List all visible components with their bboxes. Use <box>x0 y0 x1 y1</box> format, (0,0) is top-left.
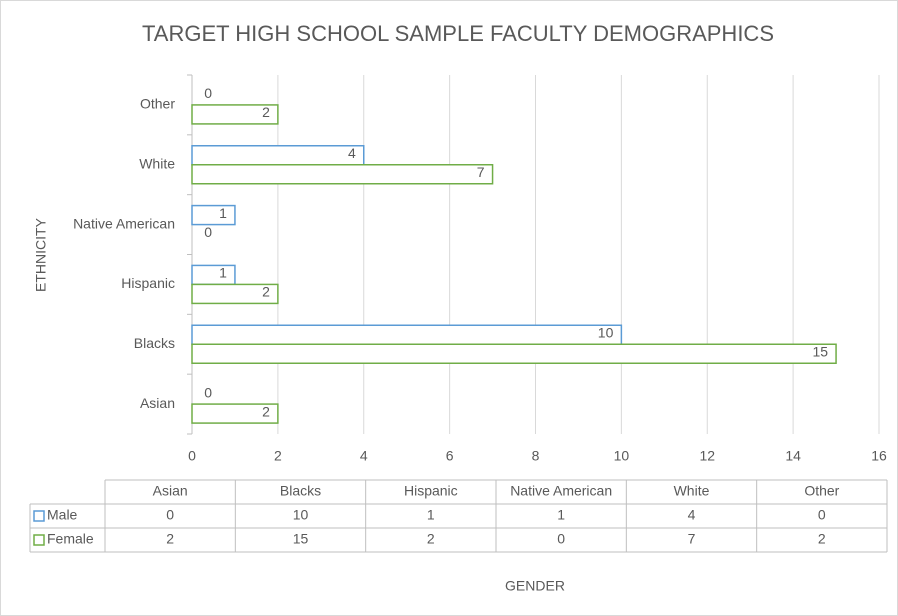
y-tick-label: Native American <box>73 215 175 231</box>
bar <box>191 104 279 125</box>
data-label: 15 <box>812 343 828 359</box>
x-tick-label: 10 <box>614 448 630 464</box>
table-cell: 2 <box>166 531 174 547</box>
legend-swatch <box>33 510 45 522</box>
table-cell: 15 <box>293 531 309 547</box>
legend-swatch <box>33 534 45 546</box>
table-cell: 4 <box>688 507 696 523</box>
x-tick-label: 0 <box>188 448 196 464</box>
y-tick-label: Asian <box>140 395 175 411</box>
bar <box>191 343 837 364</box>
y-tick-label: Hispanic <box>121 275 175 291</box>
x-tick-label: 12 <box>699 448 715 464</box>
data-label: 1 <box>219 265 227 281</box>
table-cell: 1 <box>557 507 565 523</box>
table-header: Other <box>804 483 839 499</box>
x-tick-label: 14 <box>785 448 801 464</box>
data-label: 2 <box>262 284 270 300</box>
table-header: White <box>674 483 710 499</box>
table-cell: 1 <box>427 507 435 523</box>
y-tick-label: White <box>139 155 175 171</box>
y-axis-title: ETHNICITY <box>33 217 49 292</box>
data-label: 7 <box>477 164 485 180</box>
data-label: 2 <box>262 403 270 419</box>
bar <box>191 164 494 185</box>
bar <box>191 145 365 166</box>
table-cell: 10 <box>293 507 309 523</box>
data-label: 0 <box>204 224 212 240</box>
table-cell: 2 <box>427 531 435 547</box>
bar <box>191 204 236 226</box>
table-header: Blacks <box>280 483 321 499</box>
data-label: 0 <box>204 85 212 101</box>
legend-label: Female <box>47 531 94 547</box>
table-header: Asian <box>153 483 188 499</box>
table-header: Native American <box>510 483 612 499</box>
legend-label: Male <box>47 507 78 523</box>
bar <box>191 283 279 305</box>
data-label: 10 <box>598 324 614 340</box>
bar <box>191 264 236 286</box>
x-tick-label: 4 <box>360 448 368 464</box>
data-label: 1 <box>219 205 227 221</box>
x-tick-label: 16 <box>871 448 887 464</box>
x-tick-label: 2 <box>274 448 282 464</box>
chart-title: TARGET HIGH SCHOOL SAMPLE FACULTY DEMOGR… <box>142 21 774 46</box>
y-tick-label: Other <box>140 96 175 112</box>
x-tick-label: 8 <box>532 448 540 464</box>
bar <box>191 403 279 424</box>
table-cell: 2 <box>818 531 826 547</box>
table-cell: 0 <box>166 507 174 523</box>
y-tick-label: Blacks <box>134 335 175 351</box>
table-cell: 0 <box>818 507 826 523</box>
table-cell: 0 <box>557 531 565 547</box>
x-tick-label: 6 <box>446 448 454 464</box>
data-label: 4 <box>348 145 356 161</box>
table-header: Hispanic <box>404 483 458 499</box>
bar <box>191 324 623 345</box>
data-label: 0 <box>204 384 212 400</box>
x-axis-title: GENDER <box>505 578 565 594</box>
table-cell: 7 <box>688 531 696 547</box>
data-label: 2 <box>262 104 270 120</box>
